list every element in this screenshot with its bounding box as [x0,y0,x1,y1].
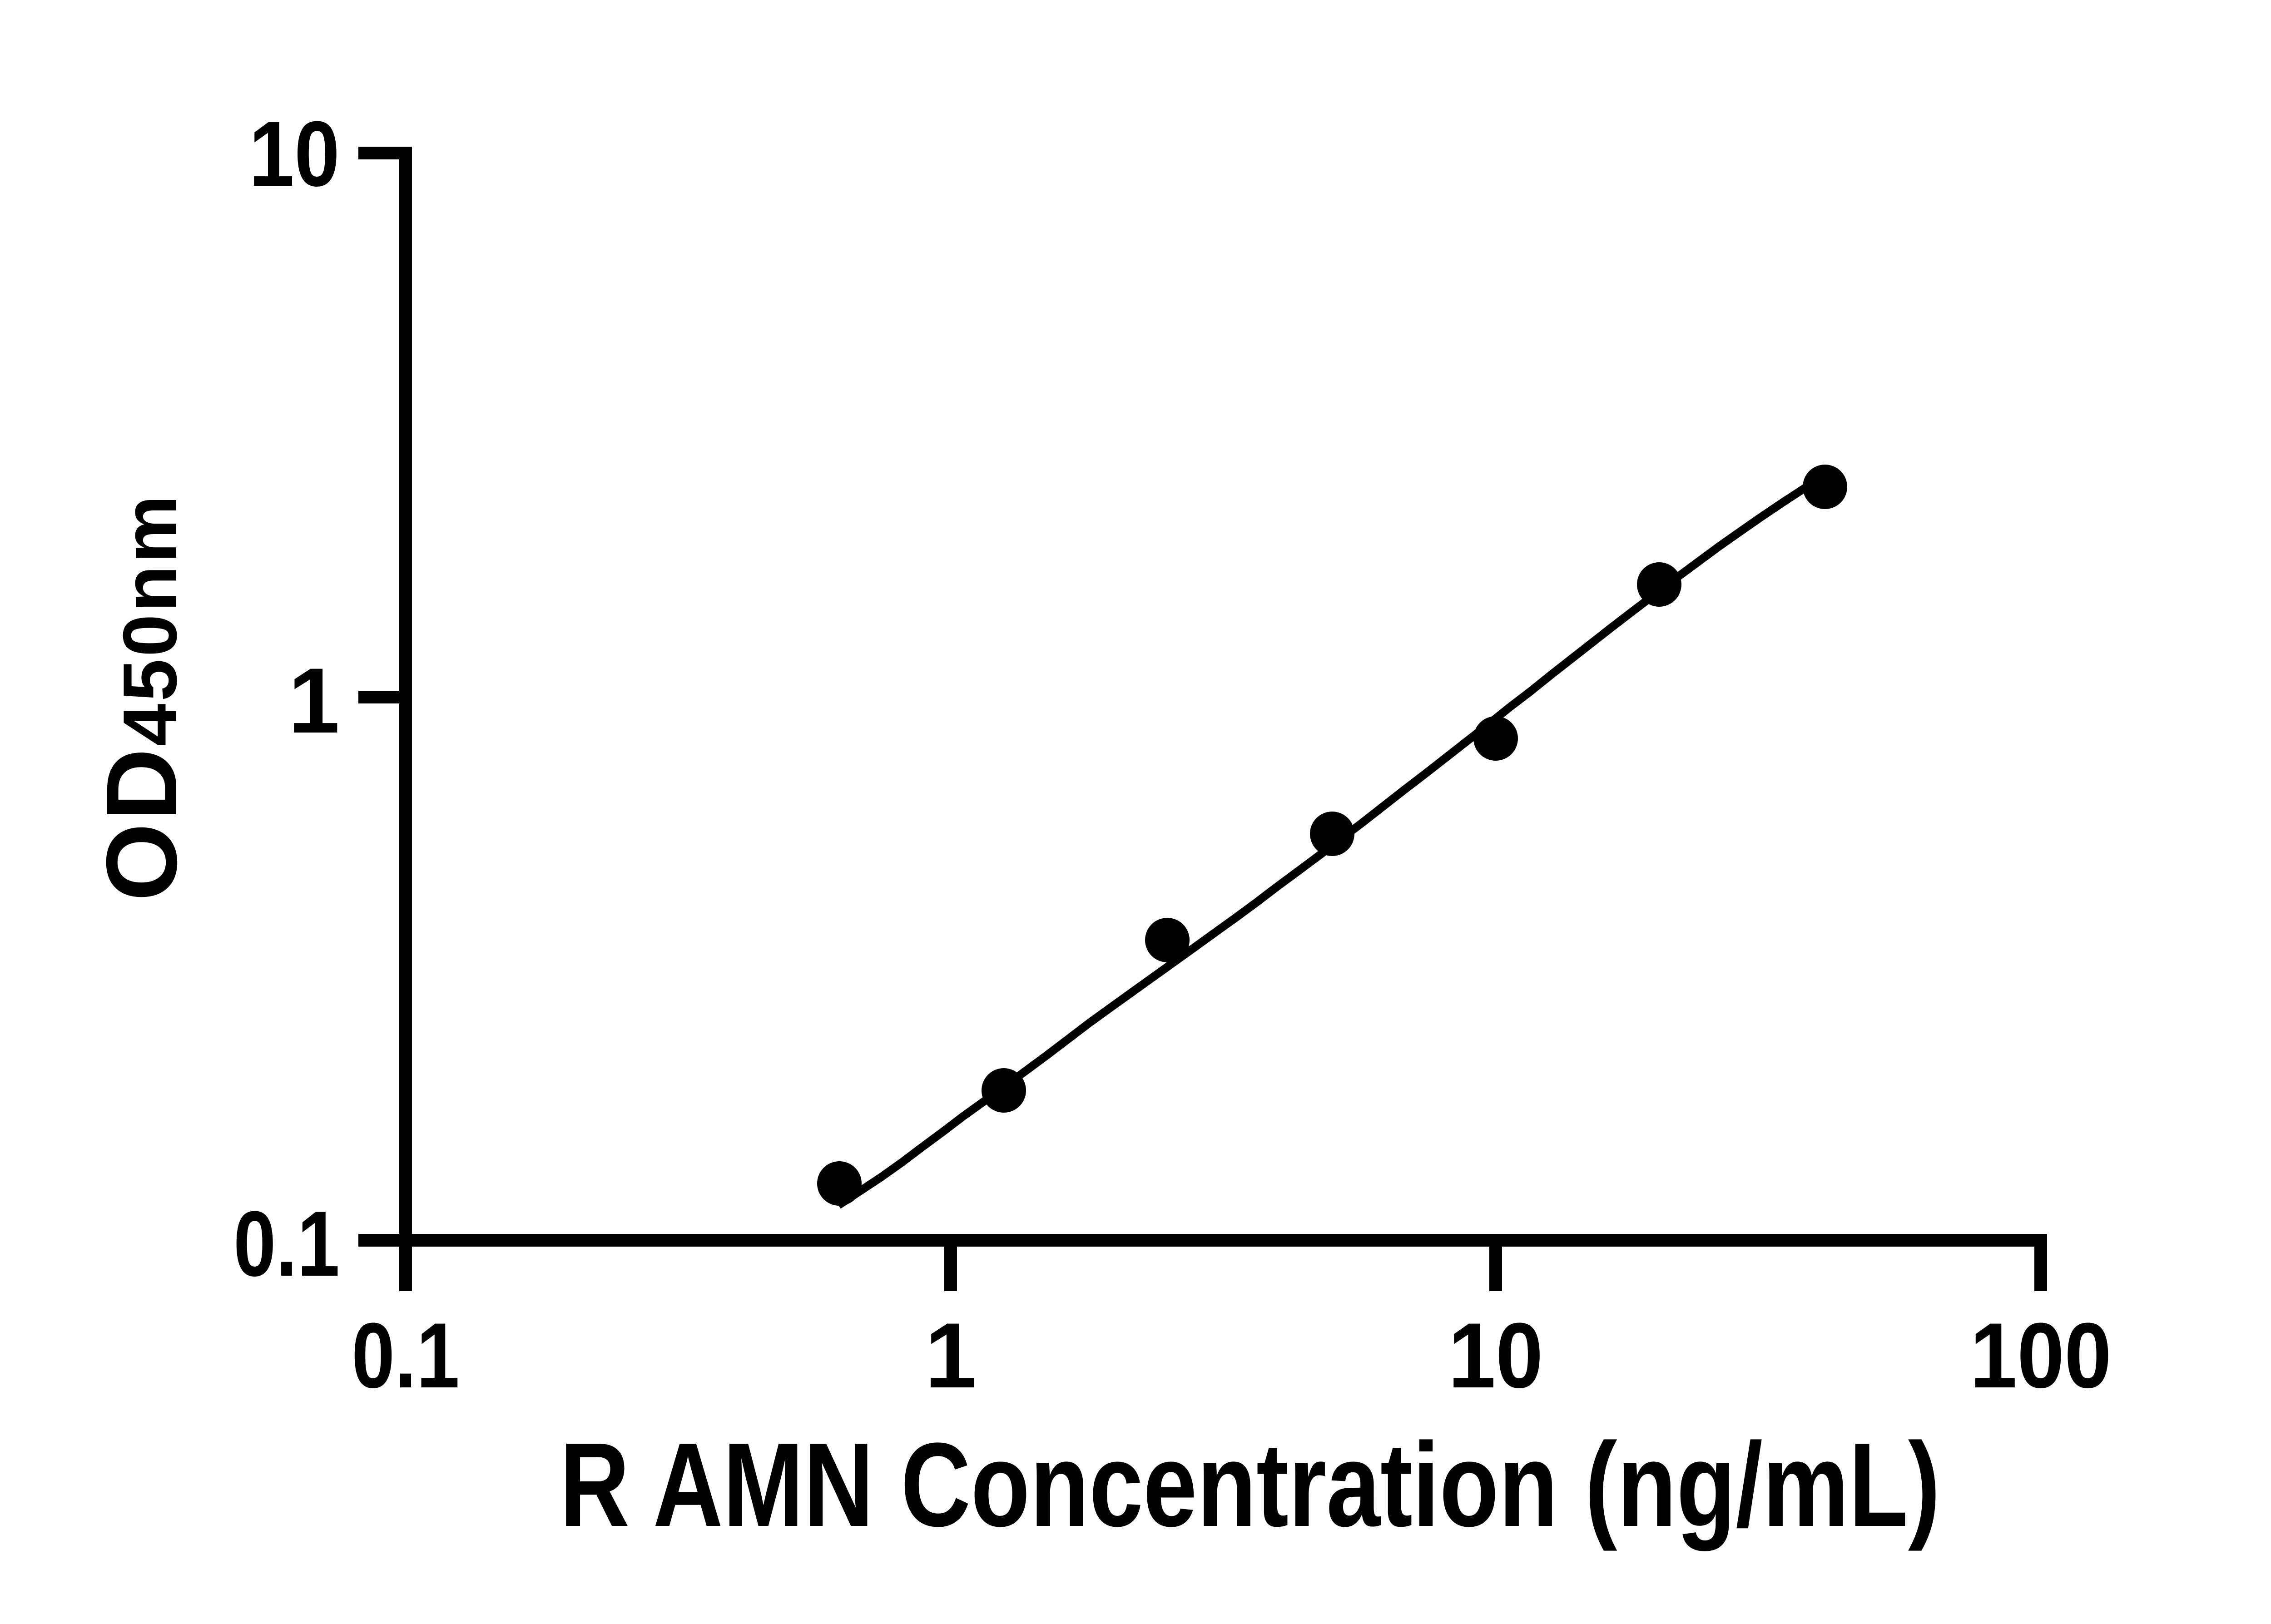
svg-text:100: 100 [1970,1304,2112,1407]
svg-text:OD450nm: OD450nm [85,493,198,901]
svg-text:R AMN Concentration (ng/mL): R AMN Concentration (ng/mL) [560,1418,1940,1552]
svg-text:10: 10 [1448,1304,1543,1407]
svg-text:1: 1 [925,1304,976,1407]
svg-text:0.1: 0.1 [352,1304,460,1407]
svg-text:1: 1 [288,649,340,753]
svg-text:0.1: 0.1 [233,1192,340,1296]
svg-text:10: 10 [249,102,340,206]
